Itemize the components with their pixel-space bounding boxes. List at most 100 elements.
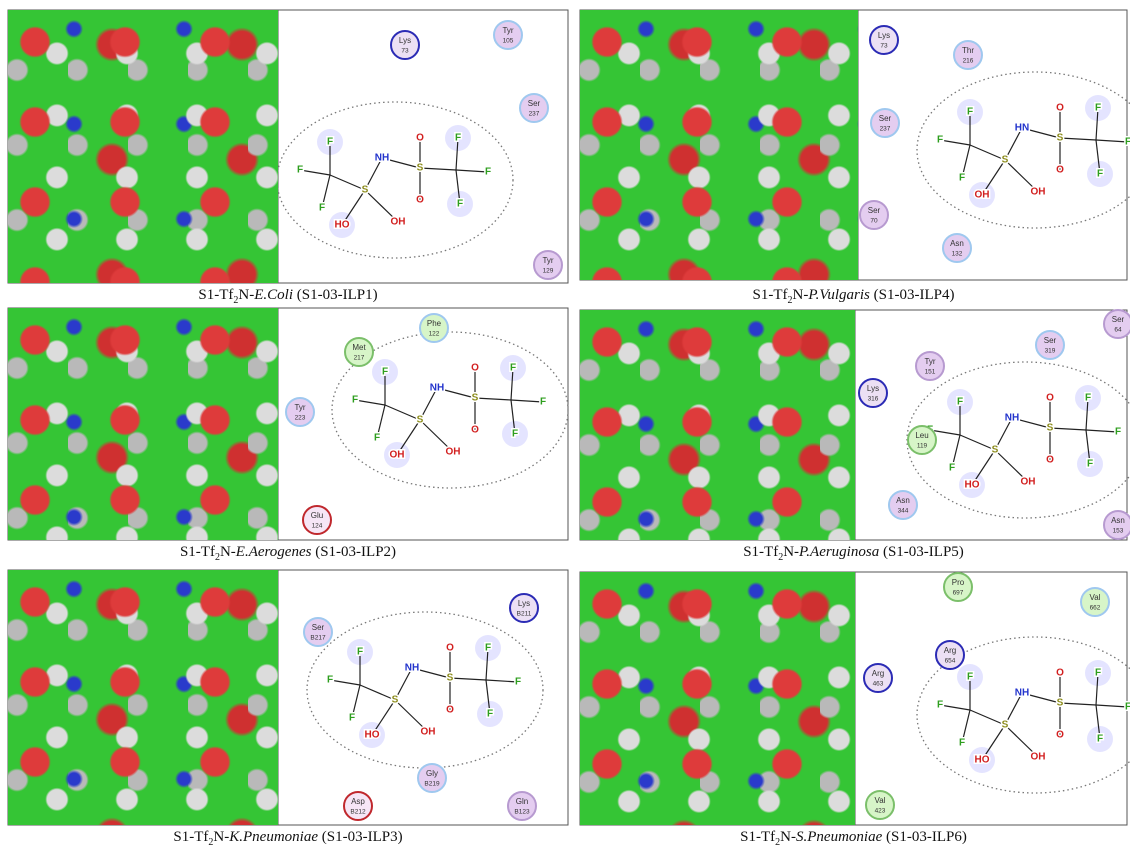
residue-name: Lys: [867, 384, 879, 393]
residue-number: 122: [429, 331, 440, 338]
atom-label: F: [512, 429, 518, 440]
atom-label: F: [510, 363, 516, 374]
caption-code: (S1-03-ILP1): [293, 287, 378, 303]
residue-name: Asn: [950, 239, 964, 248]
residue-number: 119: [917, 443, 928, 450]
caption-code: (S1-03-ILP3): [318, 829, 403, 845]
residue-number: B211: [517, 611, 532, 618]
atom-label: O: [1056, 165, 1064, 176]
atom-label: F: [1125, 702, 1130, 713]
atom-label: S: [362, 185, 369, 196]
residue-name: Pro: [952, 578, 965, 587]
bond: [1096, 705, 1128, 707]
residue-name: Ser: [868, 206, 881, 215]
atom-label: S: [1057, 133, 1064, 144]
residue-number: 216: [963, 58, 974, 65]
atom-label: F: [485, 167, 491, 178]
pocket-contour: [907, 362, 1130, 518]
residue-name: Lys: [399, 36, 411, 45]
atom-label: NH: [1015, 688, 1029, 699]
bond: [360, 685, 395, 700]
residue-name: Tyr: [502, 26, 513, 35]
atom-label: F: [349, 713, 355, 724]
atom-label: F: [937, 700, 943, 711]
atom-label: OH: [391, 217, 406, 228]
atom-label: O: [1046, 455, 1054, 466]
atom-label: F: [1097, 734, 1103, 745]
surface-image: [8, 308, 278, 540]
residue-name: Val: [1090, 593, 1101, 602]
bond: [1060, 138, 1096, 140]
caption-prefix: S1-Tf: [180, 544, 215, 560]
atom-label: F: [1095, 668, 1101, 679]
panel-caption: S1-Tf2N-P.Vulgaris (S1-03-ILP4): [753, 287, 955, 306]
residue-name: Ser: [879, 114, 892, 123]
residue-name: Asn: [1111, 516, 1125, 525]
residue-number: B219: [424, 781, 440, 788]
atom-label: O: [1046, 393, 1054, 404]
atom-label: O: [416, 195, 424, 206]
atom-label: F: [327, 137, 333, 148]
caption-prefix: S1-Tf: [173, 829, 208, 845]
atom-label: S: [1002, 720, 1009, 731]
residue-name: Lys: [878, 31, 890, 40]
bond: [940, 705, 970, 710]
atom-label: OH: [1031, 187, 1046, 198]
residue-number: 73: [880, 43, 888, 50]
figure: F F F S HO OH NH S O O F F F Lys 73 Tyr 105 Ser 237 Tyr 129 F…: [0, 0, 1130, 849]
atom-label: HO: [335, 220, 350, 231]
atom-label: F: [1115, 427, 1121, 438]
atom-label: HN: [1015, 123, 1029, 134]
residue-number: B123: [514, 809, 530, 816]
residue-number: 105: [503, 38, 514, 45]
residue-number: 151: [925, 369, 936, 376]
atom-label: F: [352, 395, 358, 406]
caption-middle: N-: [793, 287, 809, 303]
caption-code: (S1-03-ILP6): [882, 829, 967, 845]
residue-name: Gly: [426, 769, 438, 778]
atom-label: F: [937, 135, 943, 146]
residue-name: Ser: [312, 623, 325, 632]
residue-number: 153: [1113, 528, 1124, 535]
caption-prefix: S1-Tf: [753, 287, 788, 303]
pocket-contour: [307, 612, 543, 768]
atom-label: O: [446, 643, 454, 654]
panel-caption: S1-Tf2N-K.Pneumoniae (S1-03-ILP3): [173, 829, 402, 848]
residue-name: Val: [875, 796, 886, 805]
residue-number: 463: [873, 681, 884, 688]
residue-name: Glu: [311, 511, 323, 520]
residue-number: 73: [401, 48, 409, 55]
residue-name: Phe: [427, 319, 442, 328]
atom-label: F: [957, 397, 963, 408]
atom-label: OH: [1031, 752, 1046, 763]
bond: [330, 175, 365, 190]
atom-label: S: [417, 415, 424, 426]
caption-species: P.Aeruginosa: [799, 544, 879, 560]
residue-number: 237: [529, 111, 540, 118]
pocket-contour: [277, 102, 513, 258]
surface-image: [8, 570, 278, 825]
atom-label: OH: [390, 450, 405, 461]
residue-number: 423: [875, 808, 886, 815]
residue-number: 316: [868, 396, 879, 403]
residue-number: B212: [350, 809, 366, 816]
residue-number: 217: [354, 355, 365, 362]
caption-prefix: S1-Tf: [743, 544, 778, 560]
residue-name: Tyr: [294, 403, 305, 412]
residue-name: Leu: [915, 431, 928, 440]
atom-label: F: [515, 677, 521, 688]
bond: [511, 400, 543, 402]
bond: [1086, 430, 1118, 432]
surface-image: [8, 10, 278, 283]
atom-label: O: [1056, 730, 1064, 741]
atom-label: O: [1056, 103, 1064, 114]
atom-label: OH: [421, 727, 436, 738]
residue-number: 129: [543, 268, 554, 275]
atom-label: O: [446, 705, 454, 716]
atom-label: F: [959, 173, 965, 184]
caption-species: P.Vulgaris: [808, 287, 870, 303]
caption-code: (S1-03-ILP4): [870, 287, 955, 303]
surface-image: [580, 10, 858, 280]
surface-image: [580, 310, 855, 540]
residue-number: 319: [1045, 348, 1056, 355]
